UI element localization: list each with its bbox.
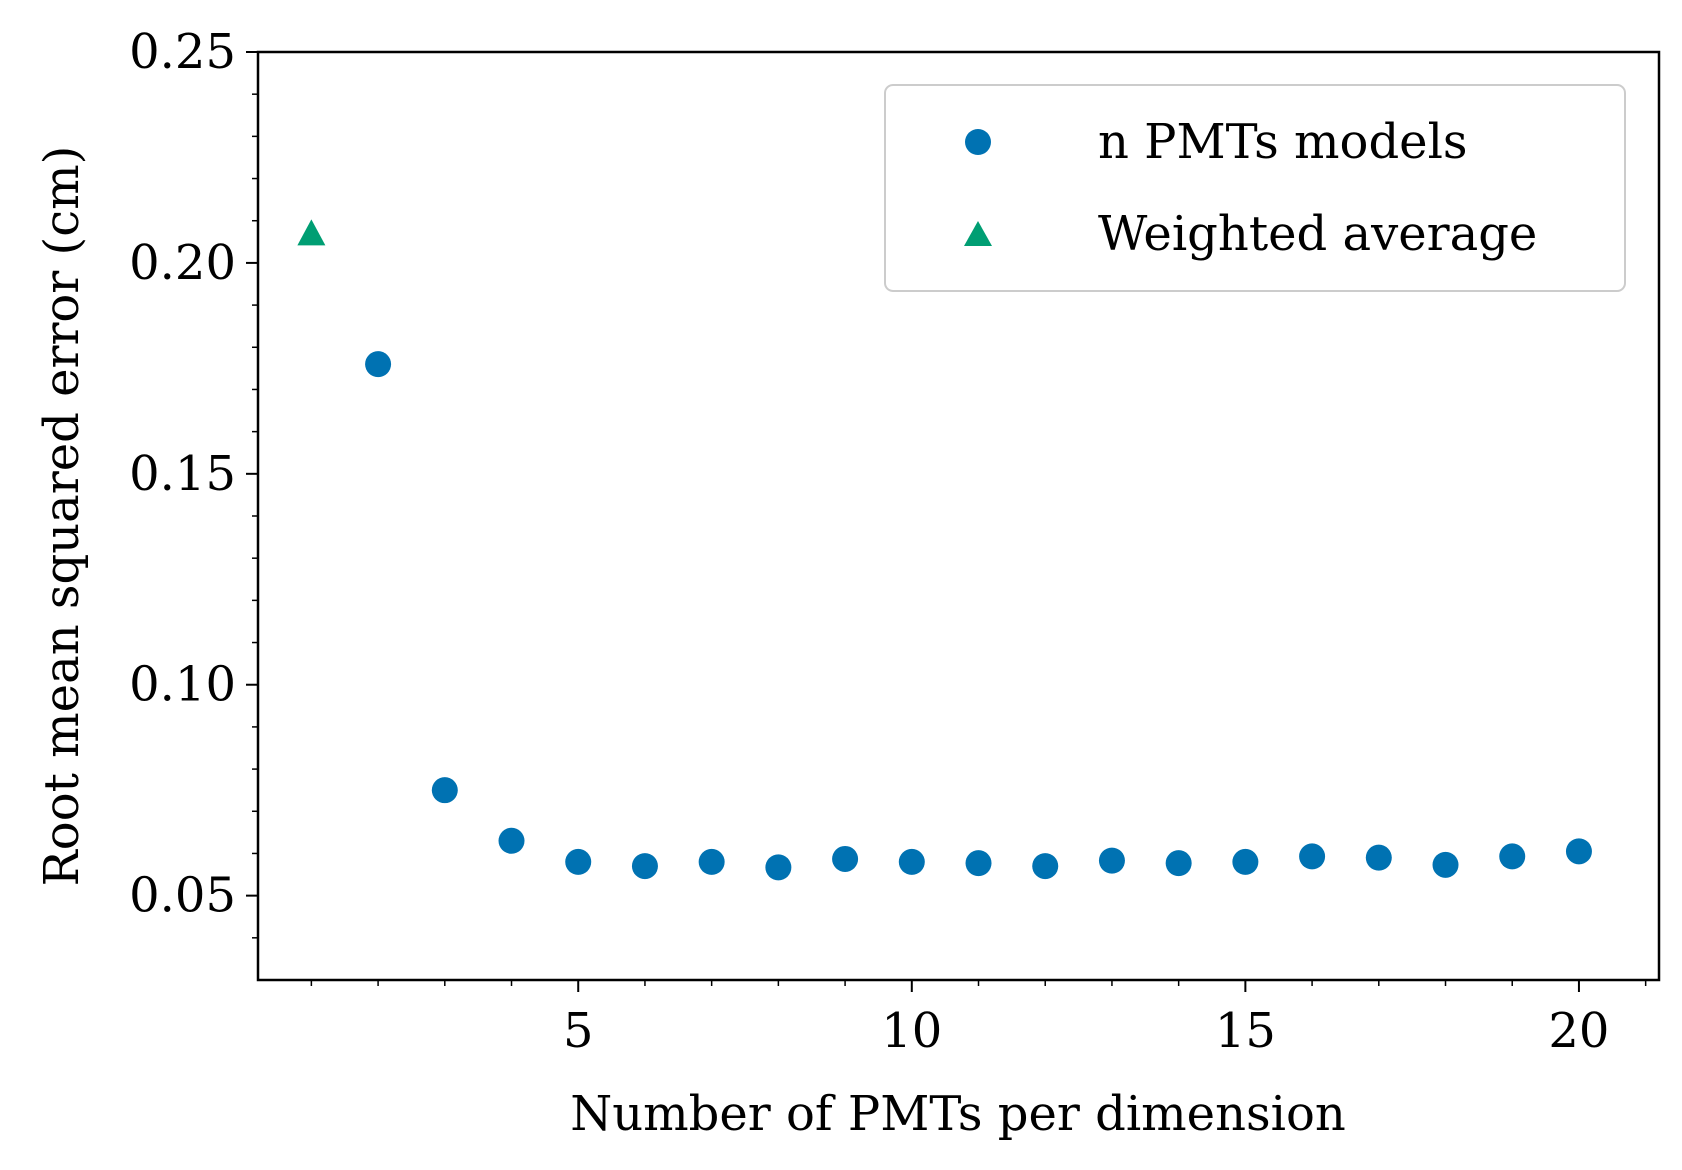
legend-marker-circle: [965, 129, 991, 155]
x-axis-label: Number of PMTs per dimension: [570, 1086, 1346, 1142]
x-tick-label: 20: [1548, 1003, 1609, 1059]
legend-label-average: Weighted average: [1098, 206, 1537, 262]
data-point-circle: [1232, 848, 1259, 875]
data-point-circle: [1432, 851, 1459, 878]
data-point-circle: [1032, 853, 1059, 880]
data-point-circle: [698, 848, 725, 875]
y-tick-label: 0.20: [129, 235, 236, 291]
legend: n PMTs models Weighted average: [884, 84, 1626, 292]
data-point-circle: [898, 848, 925, 875]
x-tick-label: 15: [1215, 1003, 1276, 1059]
data-point-circle: [498, 827, 525, 854]
legend-box: [884, 84, 1626, 292]
axis-ticks: 5 10 15 20 0.05 0.10 0.15 0.20 0.25: [129, 24, 1647, 1059]
legend-marker-triangle: [964, 221, 992, 246]
y-tick-label: 0.15: [129, 446, 236, 502]
data-point-circle: [1299, 843, 1326, 870]
y-tick-label: 0.25: [129, 24, 236, 80]
data-point-circle: [765, 854, 792, 881]
data-point-circle: [1365, 844, 1392, 871]
data-point-circle: [1098, 847, 1125, 874]
data-point-circle: [965, 850, 992, 877]
data-marks: [297, 219, 1592, 881]
legend-label-models: n PMTs models: [1098, 114, 1468, 170]
y-tick-label: 0.05: [129, 868, 236, 924]
y-axis-label: Root mean squared error (cm): [34, 146, 90, 887]
data-point-circle: [832, 845, 859, 872]
data-point-circle: [365, 351, 392, 378]
y-tick-label: 0.10: [129, 657, 236, 713]
data-point-triangle: [297, 219, 326, 246]
data-point-circle: [431, 777, 458, 804]
data-point-circle: [631, 853, 658, 880]
data-point-circle: [565, 848, 592, 875]
data-point-circle: [1565, 838, 1592, 865]
data-point-circle: [1499, 843, 1526, 870]
x-tick-label: 10: [881, 1003, 942, 1059]
data-point-circle: [1165, 850, 1192, 877]
x-tick-label: 5: [563, 1003, 594, 1059]
